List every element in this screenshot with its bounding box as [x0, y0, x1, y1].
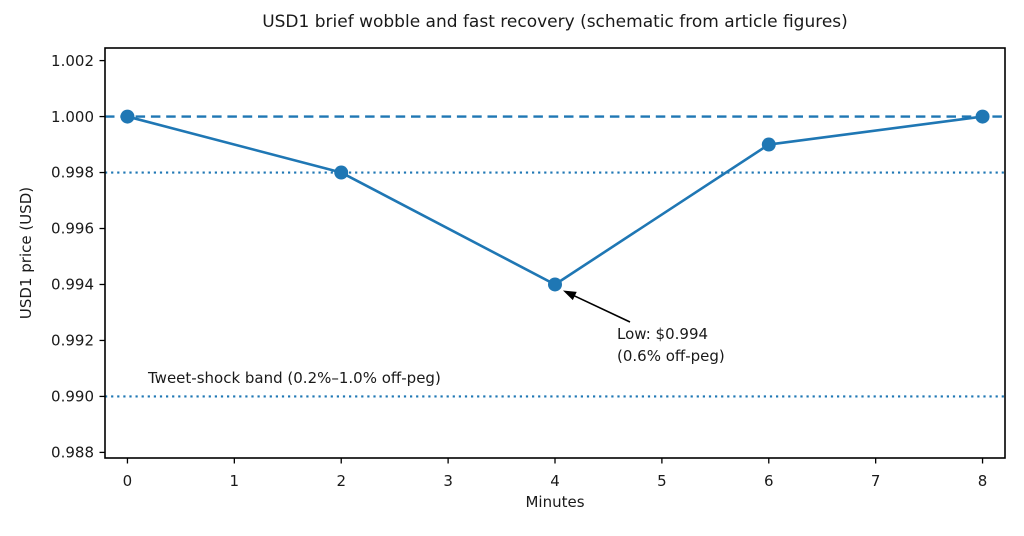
x-tick-label: 3 [443, 472, 453, 490]
data-point [548, 277, 562, 292]
x-tick-label: 0 [123, 472, 133, 490]
x-tick-label: 7 [871, 472, 881, 490]
y-tick-label: 0.996 [51, 220, 94, 238]
x-axis-label: Minutes [525, 493, 585, 511]
y-tick-label: 0.988 [51, 444, 94, 462]
x-tick-label: 5 [657, 472, 667, 490]
data-point [761, 137, 776, 152]
y-tick-label: 0.998 [51, 164, 94, 182]
annotation-arrow-line [572, 294, 631, 323]
x-tick-label: 2 [336, 472, 346, 490]
y-tick-label: 1.002 [51, 52, 94, 70]
data-point [120, 109, 135, 124]
data-point [334, 165, 349, 180]
annotation-line-2: (0.6% off-peg) [617, 347, 725, 365]
x-tick-label: 1 [230, 472, 240, 490]
price-line [126, 115, 984, 286]
y-axis-label: USD1 price (USD) [17, 186, 35, 320]
chart-title: USD1 brief wobble and fast recovery (sch… [262, 12, 848, 32]
y-tick-label: 0.990 [51, 388, 94, 406]
data-point [975, 109, 990, 124]
band-label: Tweet-shock band (0.2%–1.0% off-peg) [148, 369, 441, 387]
annotation-line-1: Low: $0.994 [617, 325, 709, 343]
x-tick-label: 4 [550, 472, 560, 490]
annotation-arrow-head [563, 290, 577, 301]
x-tick-label: 6 [764, 472, 774, 490]
y-tick-label: 1.000 [51, 108, 94, 126]
plot-border [104, 47, 1006, 459]
y-tick-label: 0.992 [51, 332, 94, 350]
x-tick-label: 8 [978, 472, 988, 490]
y-tick-label: 0.994 [51, 276, 94, 294]
low-point-annotation: Low: $0.994 (0.6% off-peg) [617, 323, 725, 367]
